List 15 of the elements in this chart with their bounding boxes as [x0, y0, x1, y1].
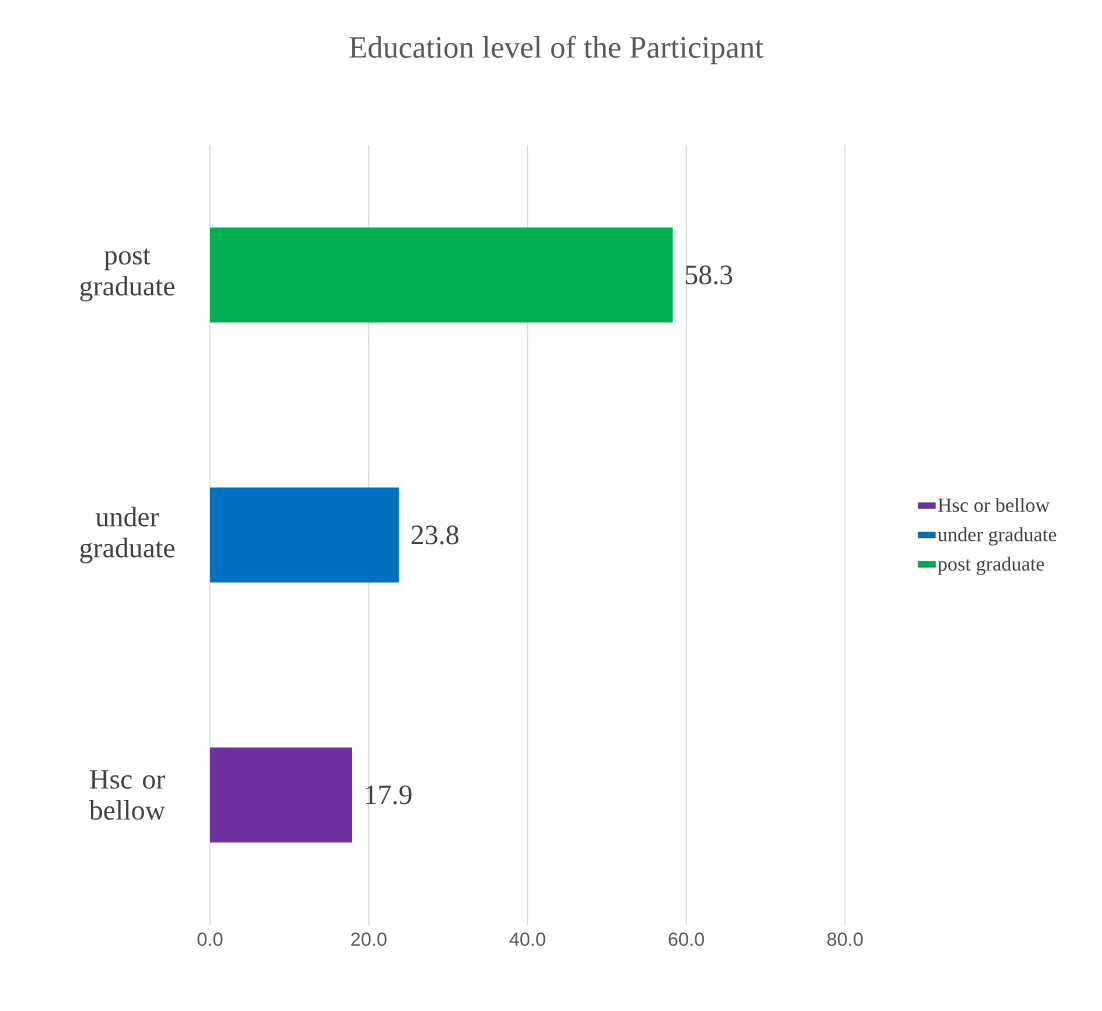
legend-label: post graduate — [937, 556, 1045, 575]
legend-label: Hsc or bellow — [938, 497, 1050, 512]
x-tick-label: 60.0 — [668, 932, 704, 946]
y-tick-label: under graduate — [80, 506, 175, 564]
x-tick-label: 20.0 — [351, 932, 387, 946]
data-label: 58.3 — [685, 265, 733, 285]
chart-title: Education level of the Participant — [349, 35, 764, 65]
data-label: 23.8 — [411, 525, 459, 545]
data-label: 17.9 — [366, 785, 412, 805]
x-tick-label: 40.0 — [509, 932, 546, 946]
x-tick-label: 80.0 — [827, 932, 863, 946]
y-tick-label: Hsc or bellow — [89, 770, 166, 820]
x-tick-label: 0.0 — [197, 932, 223, 946]
y-tick-label: post graduate — [80, 248, 175, 302]
legend-label: under graduate — [937, 527, 1057, 546]
